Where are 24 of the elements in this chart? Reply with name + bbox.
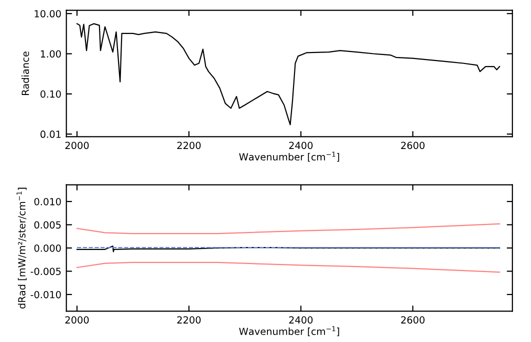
x-tick-label: 2200 (177, 142, 201, 150)
y-tick-label: -0.010 (30, 290, 61, 298)
x-axis-title: Wavenumber [cm$^{−1}$] (239, 152, 340, 162)
y-tick-label: -0.005 (30, 268, 61, 276)
y-tick-label: 10.00 (34, 10, 61, 18)
y-tick-label: 0.010 (34, 198, 61, 206)
y-axis-title: Radiance (21, 52, 30, 95)
line-series (76, 223, 500, 234)
x-tick-label: 2600 (401, 316, 425, 324)
y-tick-label: 0.000 (34, 244, 61, 252)
y-tick-label: 0.10 (40, 90, 61, 98)
line-series (76, 23, 500, 126)
y-tick-label: 1.00 (40, 50, 61, 58)
x-tick-label: 2400 (289, 316, 313, 324)
x-tick-label: 2000 (65, 316, 89, 324)
x-tick-label: 2200 (177, 316, 201, 324)
x-tick-label: 2400 (289, 142, 313, 150)
x-tick-label: 2600 (401, 142, 425, 150)
line-series (76, 262, 500, 273)
x-axis-title: Wavenumber [cm$^{−1}$] (239, 326, 340, 336)
y-tick-label: 0.01 (40, 130, 61, 138)
y-tick-label: 0.005 (34, 221, 61, 229)
y-axis-title: dRad [mW/m²/ster/cm$^{−1}$] (16, 188, 27, 309)
x-tick-label: 2000 (65, 142, 89, 150)
